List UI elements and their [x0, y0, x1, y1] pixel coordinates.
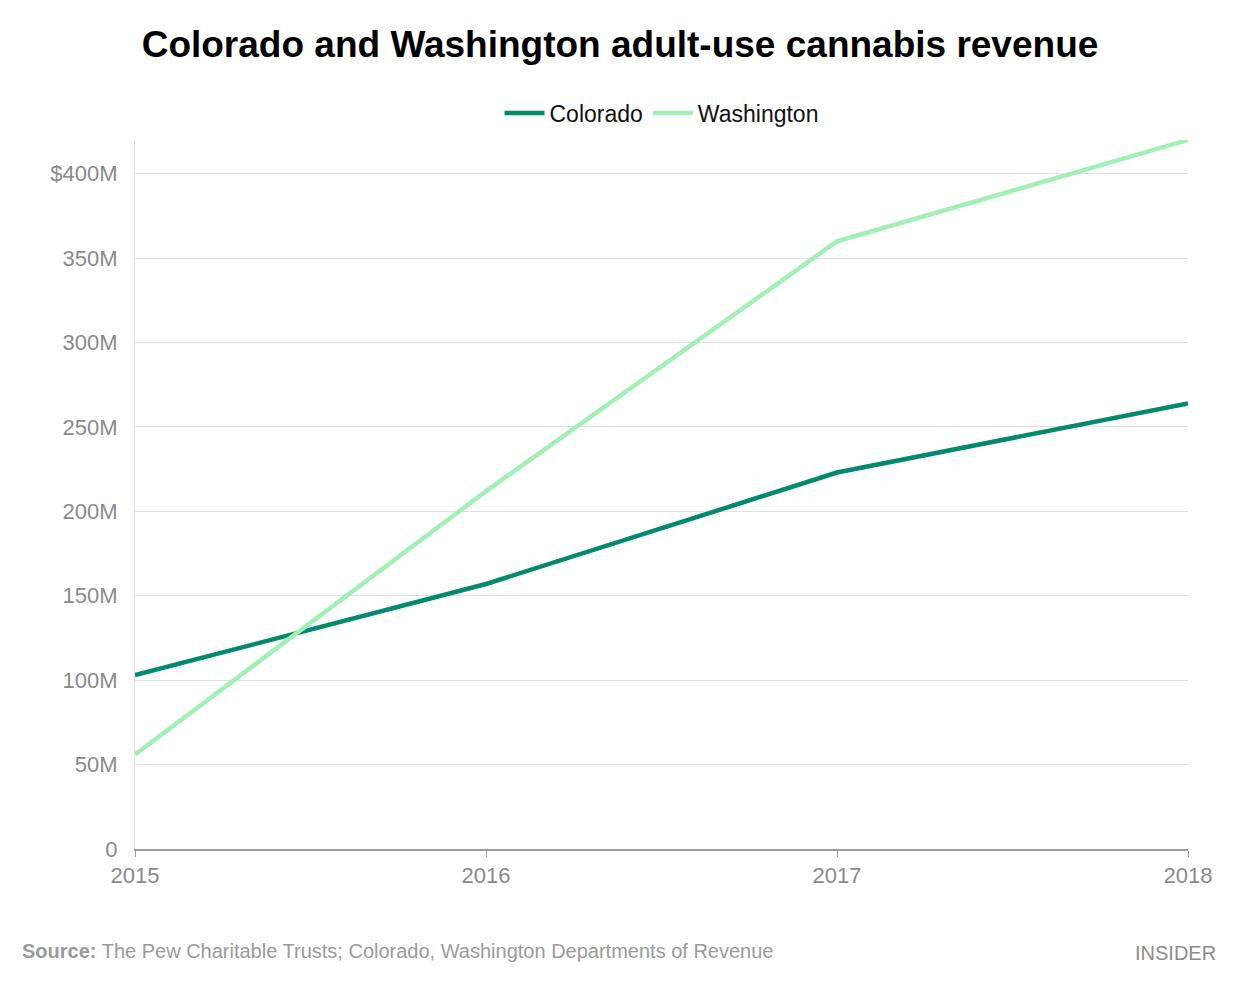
svg-text:250M: 250M: [63, 415, 118, 440]
svg-text:200M: 200M: [63, 499, 118, 524]
svg-text:2016: 2016: [462, 863, 511, 888]
svg-text:Colorado and Washington adult-: Colorado and Washington adult-use cannab…: [142, 24, 1099, 65]
svg-text:300M: 300M: [63, 330, 118, 355]
svg-text:0: 0: [105, 837, 117, 862]
svg-text:INSIDER: INSIDER: [1135, 942, 1216, 964]
svg-text:50M: 50M: [75, 752, 118, 777]
svg-text:100M: 100M: [63, 668, 118, 693]
svg-text:2015: 2015: [111, 863, 160, 888]
svg-text:150M: 150M: [63, 583, 118, 608]
svg-text:2018: 2018: [1164, 863, 1213, 888]
svg-text:Colorado: Colorado: [550, 101, 643, 127]
svg-text:350M: 350M: [63, 246, 118, 271]
svg-text:$400M: $400M: [50, 161, 117, 186]
svg-text:Source: The Pew Charitable Tru: Source: The Pew Charitable Trusts; Color…: [22, 940, 773, 962]
svg-text:2017: 2017: [813, 863, 862, 888]
svg-text:Washington: Washington: [698, 101, 819, 127]
